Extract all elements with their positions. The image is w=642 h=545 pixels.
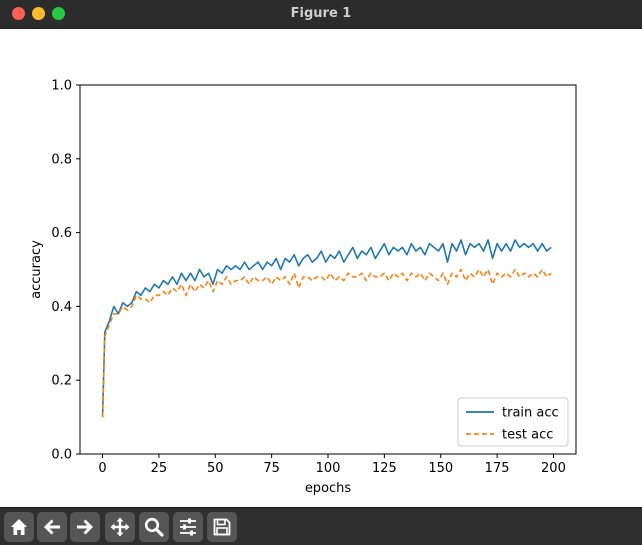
x-tick-label: 125 xyxy=(372,461,397,476)
zoom-icon xyxy=(144,517,164,537)
title-bar[interactable]: Figure 1 xyxy=(0,0,642,29)
legend-label: train acc xyxy=(502,406,559,421)
back-arrow-icon xyxy=(44,519,60,535)
x-tick-label: 100 xyxy=(316,461,341,476)
x-axis-label: epochs xyxy=(305,481,352,496)
x-tick-label: 200 xyxy=(541,461,566,476)
x-tick-label: 25 xyxy=(151,461,168,476)
y-axis: 0.0 0.2 0.4 0.6 0.8 1.0 xyxy=(51,79,80,463)
y-axis-label: accuracy xyxy=(29,240,44,299)
y-tick-label: 0.0 xyxy=(51,448,72,463)
maximize-window-button[interactable] xyxy=(52,7,65,20)
series-line-train-acc xyxy=(101,239,552,418)
x-axis: 0 25 50 75 100 125 150 175 200 xyxy=(98,454,566,476)
accuracy-chart: 0 25 50 75 100 125 150 175 200 0.0 0.2 0.4 0.6 0.8 1.… xyxy=(0,29,642,507)
forward-button[interactable] xyxy=(70,512,100,542)
pan-icon xyxy=(110,517,130,537)
close-window-button[interactable] xyxy=(12,7,25,20)
y-tick-label: 1.0 xyxy=(51,79,72,94)
legend: train acc test acc xyxy=(457,397,569,447)
pan-button[interactable] xyxy=(105,512,135,542)
configure-subplots-icon xyxy=(180,518,196,536)
x-tick-label: 75 xyxy=(263,461,280,476)
save-icon xyxy=(213,518,231,536)
y-tick-label: 0.8 xyxy=(51,152,72,167)
configure-subplots-button[interactable] xyxy=(173,512,203,542)
x-tick-label: 50 xyxy=(207,461,224,476)
y-tick-label: 0.4 xyxy=(51,300,72,315)
home-icon xyxy=(11,519,27,535)
back-button[interactable] xyxy=(37,512,67,542)
figure-canvas[interactable]: 0 25 50 75 100 125 150 175 200 0.0 0.2 0.4 0.6 0.8 1.… xyxy=(0,29,642,507)
legend-label: test acc xyxy=(502,428,553,443)
zoom-button[interactable] xyxy=(139,512,169,542)
x-tick-label: 0 xyxy=(98,461,106,476)
y-tick-label: 0.2 xyxy=(51,374,72,389)
forward-arrow-icon xyxy=(77,519,93,535)
window-title: Figure 1 xyxy=(290,6,352,21)
navigation-toolbar xyxy=(0,507,642,545)
x-tick-label: 150 xyxy=(428,461,453,476)
save-button[interactable] xyxy=(207,512,237,542)
y-tick-label: 0.6 xyxy=(51,226,72,241)
minimize-window-button[interactable] xyxy=(32,7,45,20)
series-line-test-acc xyxy=(101,268,552,418)
x-tick-label: 175 xyxy=(485,461,510,476)
home-button[interactable] xyxy=(4,512,34,542)
